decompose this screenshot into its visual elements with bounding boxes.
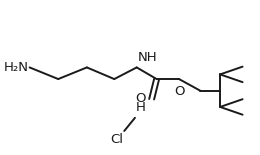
Text: O: O bbox=[135, 92, 145, 105]
Text: Cl: Cl bbox=[110, 133, 123, 146]
Text: NH: NH bbox=[138, 51, 158, 64]
Text: O: O bbox=[174, 85, 185, 98]
Text: H: H bbox=[136, 101, 146, 114]
Text: H₂N: H₂N bbox=[3, 61, 28, 74]
